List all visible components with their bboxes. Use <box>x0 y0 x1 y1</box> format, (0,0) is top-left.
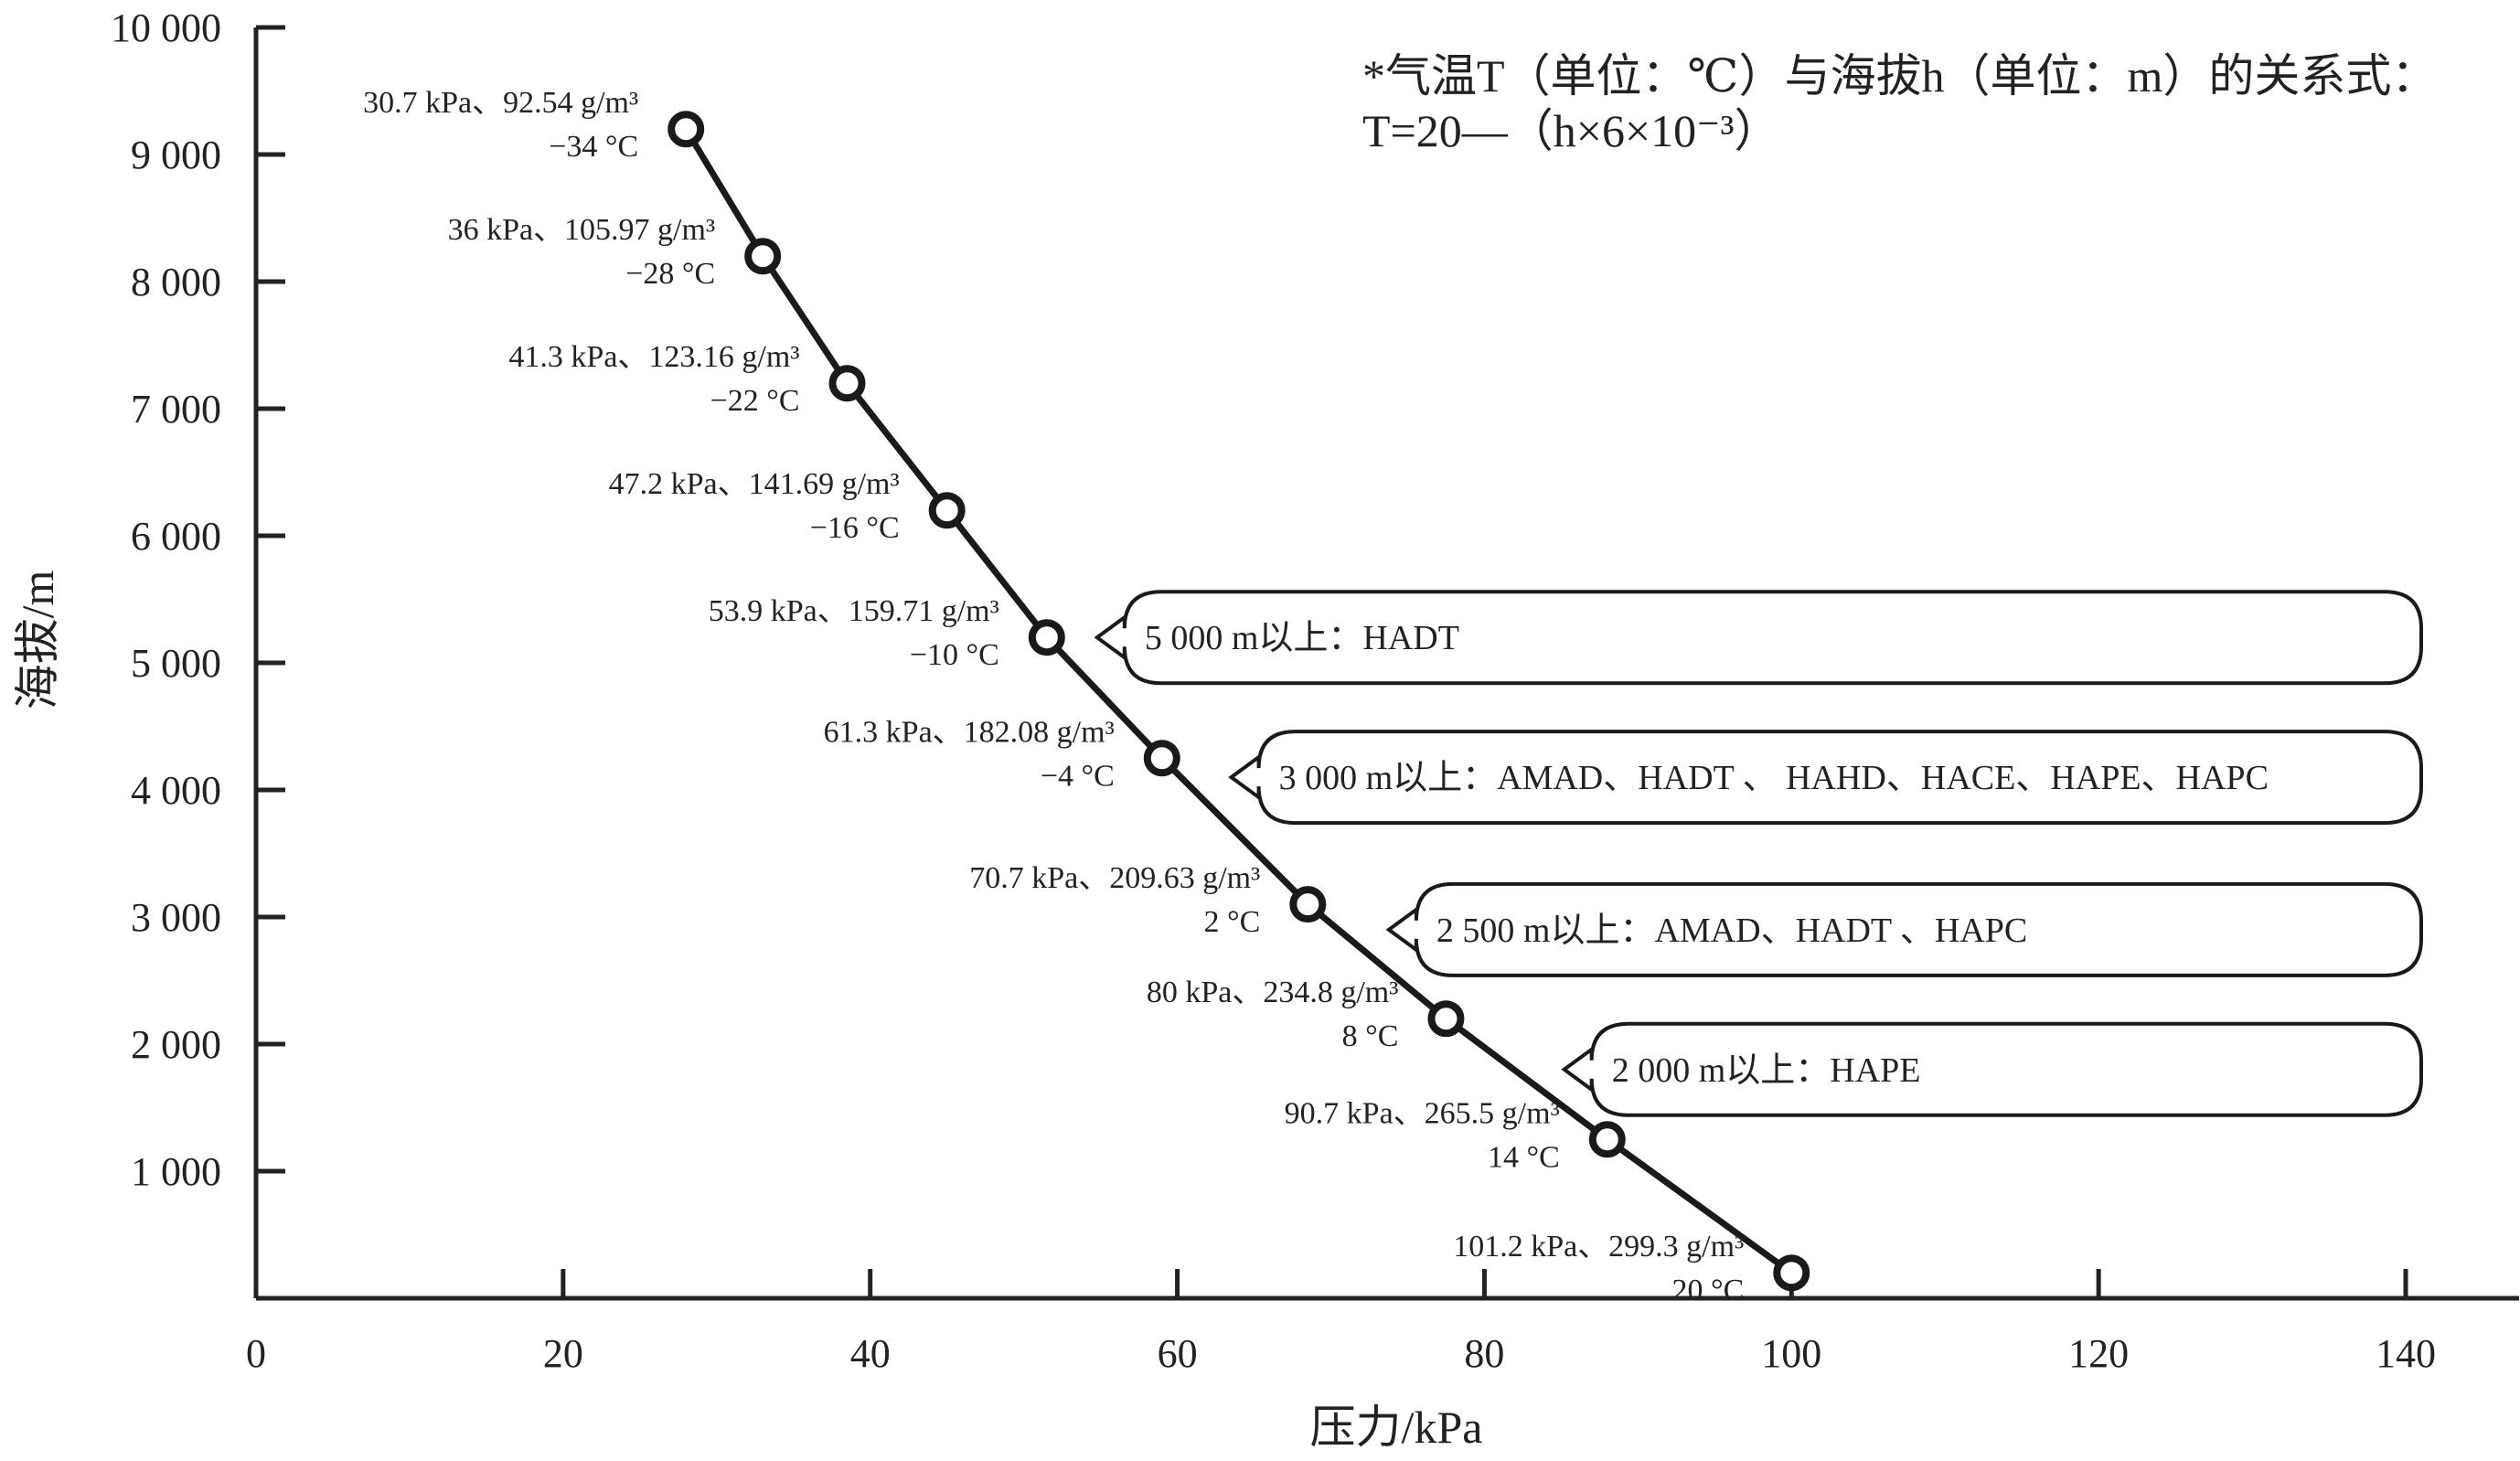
callout-bubble <box>1094 590 2423 686</box>
data-point-marker <box>744 238 782 275</box>
point-label-temperature: 2 °C <box>1204 905 1261 939</box>
callout-text: 2 000 m以上：HAPE <box>1612 1051 1921 1090</box>
point-label-temperature: −28 °C <box>625 257 715 291</box>
data-point-marker <box>1588 1121 1626 1158</box>
point-label-temperature: −34 °C <box>549 130 638 164</box>
point-label-temperature: 20 °C <box>1672 1274 1745 1307</box>
callout-bubble <box>1561 1021 2423 1117</box>
data-point-marker <box>1289 886 1327 923</box>
point-label-pressure-density: 41.3 kPa、123.16 g/m³ <box>508 340 799 374</box>
data-point-marker <box>1427 1000 1465 1038</box>
x-tick-label: 40 <box>850 1331 891 1376</box>
y-tick-label: 10 000 <box>111 5 221 50</box>
series-line <box>683 127 1794 1276</box>
point-label-pressure-density: 70.7 kPa、209.63 g/m³ <box>969 861 1260 895</box>
data-point-marker <box>667 111 705 148</box>
formula-note-line1: *气温T（单位：℃）与海拔h（单位：m）的关系式： <box>1362 50 2437 101</box>
y-tick-label: 9 000 <box>131 133 221 177</box>
x-tick-label: 80 <box>1464 1331 1504 1376</box>
point-label-pressure-density: 61.3 kPa、182.08 g/m³ <box>824 715 1115 749</box>
point-label-pressure-density: 30.7 kPa、92.54 g/m³ <box>363 86 638 120</box>
callouts: 5 000 m以上：HADT 3 000 m以上：AMAD、HADT 、 HAHD… <box>1094 590 2423 1117</box>
data-point-marker <box>828 365 866 402</box>
x-tick-label: 20 <box>543 1331 583 1376</box>
point-label-temperature: 14 °C <box>1488 1140 1560 1174</box>
x-tick-label: 0 <box>246 1331 266 1376</box>
point-label-temperature: 8 °C <box>1342 1019 1399 1053</box>
x-axis-title: 压力/kPa <box>1310 1402 1483 1453</box>
x-tick-label: 140 <box>2376 1331 2436 1376</box>
y-ticks: 1 000 2 000 3 000 4 000 5 000 6 000 7 000 8 000… <box>111 5 285 1194</box>
y-tick-label: 4 000 <box>131 768 221 813</box>
y-tick-label: 3 000 <box>131 895 221 940</box>
data-point-marker <box>1773 1254 1810 1292</box>
data-point-marker <box>928 492 966 529</box>
callout-text: 5 000 m以上：HADT <box>1145 619 1459 657</box>
point-label-pressure-density: 80 kPa、234.8 g/m³ <box>1147 976 1399 1009</box>
x-tick-label: 100 <box>1761 1331 1821 1376</box>
series-line-group <box>667 111 1810 1292</box>
callout-text: 3 000 m以上：AMAD、HADT 、 HAHD、HACE、HAPE、HAP… <box>1279 759 2269 797</box>
point-labels: 30.7 kPa、92.54 g/m³ −34 °C 36 kPa、105.97 g… <box>363 86 1744 1307</box>
y-tick-label: 8 000 <box>131 260 221 304</box>
point-label-temperature: −4 °C <box>1041 759 1115 793</box>
y-tick-label: 7 000 <box>131 387 221 432</box>
point-label-temperature: −16 °C <box>810 511 900 545</box>
formula-note-line2: T=20—（h×6×10⁻³） <box>1362 105 1780 156</box>
point-label-temperature: −10 °C <box>910 638 999 672</box>
data-point-marker <box>1143 740 1180 777</box>
y-tick-label: 2 000 <box>131 1022 221 1067</box>
callout-bubble <box>1228 730 2423 826</box>
point-label-pressure-density: 101.2 kPa、299.3 g/m³ <box>1453 1230 1744 1264</box>
x-tick-label: 120 <box>2068 1331 2129 1376</box>
point-label-pressure-density: 90.7 kPa、265.5 g/m³ <box>1285 1096 1560 1130</box>
y-tick-label: 5 000 <box>131 641 221 686</box>
y-axis-title: 海拔/m <box>12 571 63 710</box>
y-tick-label: 6 000 <box>131 514 221 559</box>
point-label-temperature: −22 °C <box>710 384 800 418</box>
x-tick-label: 60 <box>1158 1331 1198 1376</box>
point-label-pressure-density: 36 kPa、105.97 g/m³ <box>448 213 716 247</box>
y-tick-label: 1 000 <box>131 1149 221 1194</box>
data-point-marker <box>1028 619 1065 656</box>
callout-bubble <box>1385 881 2423 977</box>
x-ticks: 0 20 40 60 80 100 120 140 <box>246 1269 2436 1376</box>
point-label-pressure-density: 47.2 kPa、141.69 g/m³ <box>609 467 900 501</box>
callout-text: 2 500 m以上：AMAD、HADT 、HAPC <box>1436 912 2027 950</box>
point-label-pressure-density: 53.9 kPa、159.71 g/m³ <box>709 594 999 628</box>
